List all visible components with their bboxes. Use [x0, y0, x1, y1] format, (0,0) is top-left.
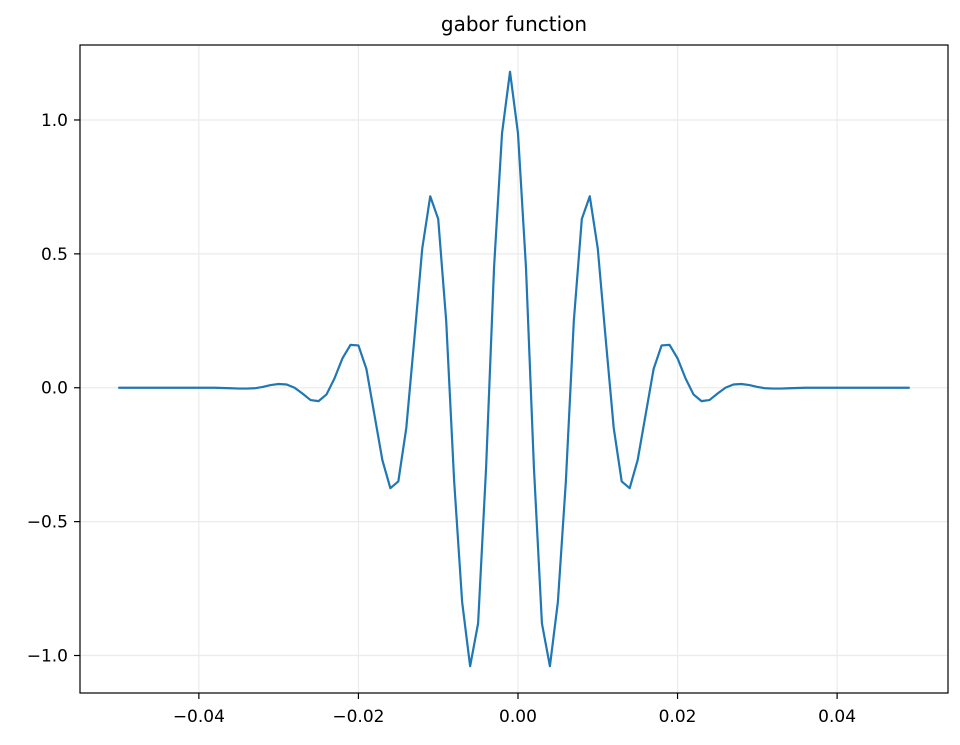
y-tick-label: −0.5: [27, 513, 68, 533]
grid-lines: [80, 45, 948, 693]
y-axis-ticks: −1.0 −0.5 0.0 0.5 1.0: [27, 111, 80, 667]
y-tick-label: 0.0: [41, 379, 68, 399]
chart-title: gabor function: [441, 12, 587, 36]
y-tick-label: 0.5: [41, 245, 68, 265]
x-tick-label: 0.00: [499, 707, 537, 727]
series-line-0: [117, 70, 911, 668]
y-tick-label: −1.0: [27, 647, 68, 667]
x-tick-label: 0.04: [818, 707, 856, 727]
y-tick-label: 1.0: [41, 111, 68, 131]
x-tick-label: 0.02: [659, 707, 697, 727]
plot-frame: [79, 44, 949, 694]
x-tick-label: −0.02: [332, 707, 384, 727]
plot-series: [117, 70, 911, 668]
x-axis-ticks: −0.04 −0.02 0.00 0.02 0.04: [173, 693, 856, 727]
x-tick-label: −0.04: [173, 707, 225, 727]
